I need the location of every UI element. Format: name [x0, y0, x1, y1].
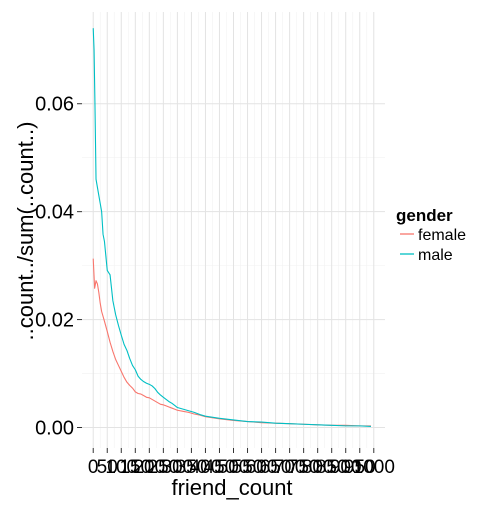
legend-label-male: male [418, 247, 453, 264]
legend-title: gender [396, 206, 453, 225]
x-axis-title: friend_count [171, 475, 292, 500]
y-tick-label: 0.00 [35, 417, 74, 439]
y-axis-title: ..count../sum(..count..) [13, 122, 38, 341]
legend-label-female: female [418, 227, 466, 244]
y-tick-label: 0.04 [35, 202, 74, 224]
y-tick-label: 0.06 [35, 94, 74, 116]
y-tick-label: 0.02 [35, 310, 74, 332]
x-tick-label: 1000 [353, 457, 395, 478]
